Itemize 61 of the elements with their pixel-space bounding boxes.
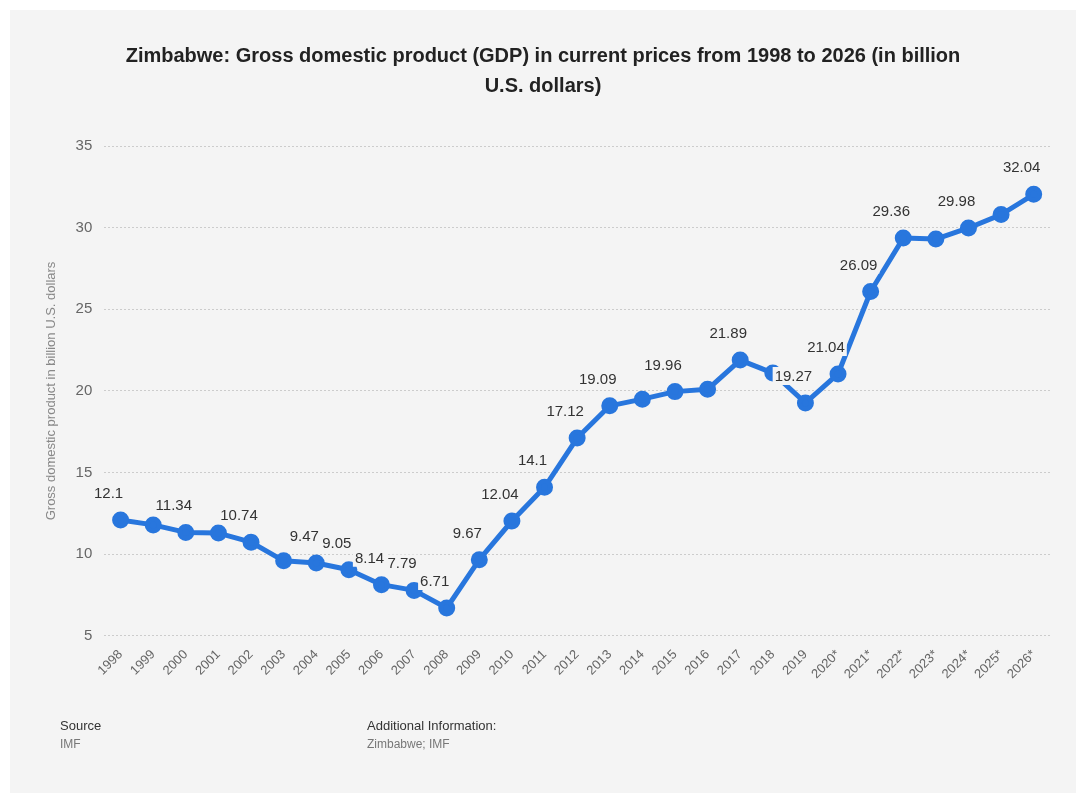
y-tick-label: 5 <box>83 626 93 644</box>
point <box>633 390 651 408</box>
point <box>470 551 488 569</box>
y-tick-label: 20 <box>75 381 93 399</box>
point <box>731 351 749 369</box>
point <box>112 511 130 529</box>
point <box>601 397 619 415</box>
point <box>438 599 456 617</box>
point <box>699 380 717 398</box>
data-label: 19.09 <box>578 369 617 387</box>
text: IMF <box>60 737 81 751</box>
point <box>666 383 684 401</box>
point <box>144 516 162 534</box>
data-label: 19.27 <box>774 366 813 384</box>
data-label: 29.36 <box>872 202 911 220</box>
data-label: 14.1 <box>517 451 548 469</box>
point <box>503 512 521 530</box>
point <box>372 576 390 594</box>
point <box>894 229 912 247</box>
point <box>177 523 195 541</box>
point <box>829 365 847 383</box>
data-label: 7.79 <box>387 554 417 572</box>
y-tick-label: 35 <box>75 136 93 154</box>
y-axis-title: Gross domestic product in billion U.S. dollars <box>43 261 59 521</box>
text: Zimbabwe; IMF <box>367 737 450 751</box>
data-label: 17.12 <box>546 402 584 420</box>
y-tick-label: 30 <box>75 217 93 235</box>
data-label: 32.04 <box>1002 158 1041 176</box>
point <box>275 552 293 570</box>
data-label: 9.67 <box>452 523 482 541</box>
data-label: 19.96 <box>644 355 682 373</box>
point <box>862 283 880 301</box>
data-label: 26.09 <box>839 255 878 273</box>
point <box>209 524 227 542</box>
point <box>927 230 945 248</box>
y-tick-label: 25 <box>75 299 93 317</box>
point <box>242 533 260 551</box>
data-label: 9.47 <box>289 526 319 544</box>
text: Source <box>60 718 102 733</box>
point <box>536 478 554 496</box>
data-label: 12.04 <box>481 484 519 502</box>
data-label: 11.34 <box>155 496 193 514</box>
point <box>992 206 1010 224</box>
point <box>307 554 325 572</box>
data-label: 8.14 <box>354 548 385 566</box>
point <box>568 429 586 447</box>
chart-title: Zimbabwe: Gross domestic product (GDP) in current prices from 1998 to 2026 (in billion U.S. dollars) <box>124 43 962 98</box>
data-label: 21.89 <box>709 324 747 342</box>
y-tick-label: 15 <box>75 462 93 480</box>
text: Additional Information: <box>367 718 497 733</box>
data-label: 12.1 <box>93 483 124 501</box>
data-label: 6.71 <box>420 572 450 590</box>
point <box>796 394 814 412</box>
data-label: 10.74 <box>220 506 258 524</box>
point <box>959 219 977 237</box>
data-label: 21.04 <box>807 337 845 355</box>
point <box>1025 185 1043 203</box>
y-tick-label: 10 <box>75 544 93 562</box>
data-label: 9.05 <box>322 533 352 551</box>
point <box>340 561 358 579</box>
data-label: 29.98 <box>937 191 976 209</box>
